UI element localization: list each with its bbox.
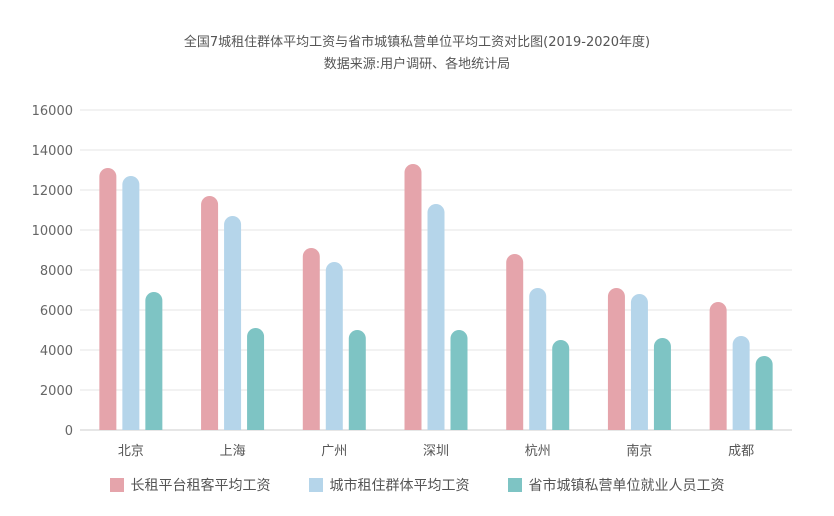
x-tick-label: 北京 xyxy=(118,444,144,459)
bar-广州-1 xyxy=(325,262,343,430)
bar-上海-2 xyxy=(247,328,265,430)
bar-广州-2 xyxy=(348,330,366,430)
bar-南京-1 xyxy=(630,294,648,430)
bar-北京-1 xyxy=(122,176,140,430)
chart-subtitle: 数据来源:用户调研、各地统计局 xyxy=(323,57,511,72)
legend-label: 城市租住群体平均工资 xyxy=(329,478,470,494)
legend-swatch xyxy=(109,478,124,492)
bar-北京-2 xyxy=(145,292,163,430)
bar-杭州-1 xyxy=(529,288,547,430)
y-tick-label: 2000 xyxy=(40,384,73,399)
y-tick-label: 12000 xyxy=(32,184,73,199)
legend-item: 长租平台租客平均工资 xyxy=(109,475,271,495)
x-tick-label: 上海 xyxy=(220,444,246,459)
bar-深圳-1 xyxy=(427,204,445,430)
bar-上海-0 xyxy=(201,196,219,430)
bar-广州-0 xyxy=(302,248,320,430)
y-tick-label: 10000 xyxy=(32,224,73,239)
bar-深圳-0 xyxy=(404,164,422,430)
bar-成都-1 xyxy=(732,336,750,430)
x-tick-label: 杭州 xyxy=(525,444,551,459)
bar-南京-0 xyxy=(607,288,625,430)
legend-label: 长租平台租客平均工资 xyxy=(130,478,271,494)
legend-label: 省市城镇私营单位就业人员工资 xyxy=(528,478,725,494)
chart-title: 全国7城租住群体平均工资与省市城镇私营单位平均工资对比图(2019-2020年度… xyxy=(183,35,651,50)
y-tick-label: 0 xyxy=(65,424,73,439)
y-tick-label: 6000 xyxy=(40,304,73,319)
y-tick-label: 8000 xyxy=(40,264,73,279)
bar-杭州-0 xyxy=(506,254,524,430)
bar-上海-1 xyxy=(224,216,242,430)
bar-成都-0 xyxy=(709,302,727,430)
y-tick-label: 14000 xyxy=(32,144,73,159)
x-tick-label: 广州 xyxy=(321,444,347,459)
legend: 长租平台租客平均工资 城市租住群体平均工资 省市城镇私营单位就业人员工资 xyxy=(0,475,834,495)
legend-item: 城市租住群体平均工资 xyxy=(308,475,470,495)
y-tick-label: 16000 xyxy=(32,104,73,119)
x-tick-label: 成都 xyxy=(728,444,754,459)
bar-北京-0 xyxy=(99,168,117,430)
bar-深圳-2 xyxy=(450,330,468,430)
legend-swatch xyxy=(308,478,323,492)
bar-杭州-2 xyxy=(552,340,570,430)
bar-南京-2 xyxy=(653,338,671,430)
legend-swatch xyxy=(507,478,522,492)
bar-成都-2 xyxy=(755,356,773,430)
x-tick-label: 南京 xyxy=(626,443,652,459)
y-tick-label: 4000 xyxy=(40,344,73,359)
legend-item: 省市城镇私营单位就业人员工资 xyxy=(507,475,725,495)
x-tick-label: 深圳 xyxy=(423,444,449,459)
